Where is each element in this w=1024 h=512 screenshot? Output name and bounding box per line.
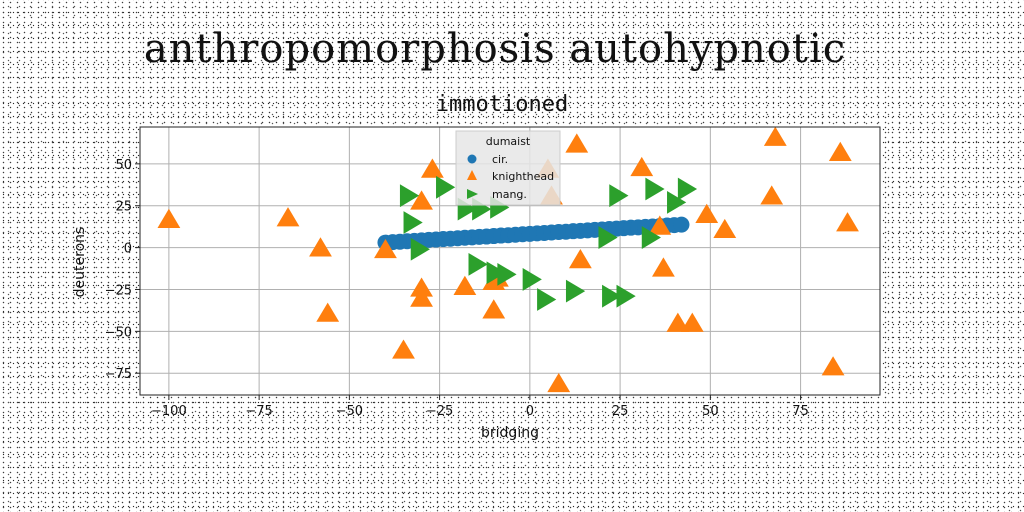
point-mang: [497, 263, 517, 286]
x-tick-label: 75: [792, 404, 809, 419]
legend-marker-mang: [467, 189, 478, 199]
legend-label-cir: cir.: [492, 153, 508, 166]
figure-title: anthropomorphosis autohypnotic: [143, 26, 847, 72]
point-knighthead: [374, 238, 397, 259]
point-knighthead: [828, 141, 852, 161]
legend: dumaist cir. knighthead mang.: [455, 130, 561, 206]
x-tick-label: 25: [612, 404, 629, 419]
point-knighthead: [648, 215, 672, 235]
point-knighthead: [763, 126, 787, 146]
point-mang: [403, 211, 423, 234]
point-knighthead: [666, 312, 690, 332]
legend-marker-cir: [467, 154, 477, 164]
x-tick-label: 50: [702, 404, 719, 419]
plot-frame: [139, 126, 881, 396]
point-knighthead: [410, 190, 433, 210]
point-knighthead: [836, 212, 859, 232]
x-tick-label: 0: [526, 404, 534, 419]
point-knighthead: [821, 356, 845, 376]
x-tick-label: −100: [151, 404, 187, 419]
x-tick-label: −75: [245, 404, 272, 419]
x-tick-label: −25: [426, 404, 453, 419]
point-mang: [616, 284, 636, 308]
point-knighthead: [453, 275, 477, 295]
point-mang: [537, 288, 557, 311]
point-mang: [468, 252, 488, 276]
point-knighthead: [568, 249, 592, 269]
legend-title: dumaist: [486, 135, 531, 148]
axis-ticks: −100 −75 −50 −25 0 25 50 75 −75 −50 −25 0 25 50: [105, 158, 809, 419]
y-tick-label: −75: [105, 367, 132, 382]
point-mang: [598, 226, 618, 249]
point-knighthead: [680, 312, 704, 332]
point-mang: [641, 226, 661, 249]
data-marks: [157, 126, 859, 393]
point-knighthead: [157, 208, 181, 228]
point-knighthead: [760, 185, 784, 205]
point-mang: [399, 184, 420, 208]
point-knighthead: [276, 207, 300, 227]
point-mang: [609, 184, 629, 208]
point-mang: [645, 177, 665, 201]
point-knighthead: [652, 257, 675, 277]
y-axis-label: deuterons: [72, 227, 88, 298]
y-tick-label: 25: [115, 200, 132, 215]
y-tick-label: −50: [105, 325, 132, 340]
x-tick-label: −50: [336, 404, 363, 419]
point-mang: [565, 279, 586, 303]
legend-marker-knighthead: [467, 170, 477, 180]
x-axis-label: bridging: [481, 425, 539, 441]
y-tick-label: 0: [124, 242, 132, 257]
point-knighthead: [316, 302, 340, 322]
point-mang: [436, 175, 456, 199]
axes-title: immotioned: [436, 92, 568, 117]
point-knighthead: [392, 339, 415, 359]
point-mang: [602, 284, 622, 308]
legend-label-knighthead: knighthead: [492, 170, 554, 183]
point-mang: [486, 261, 506, 285]
point-mang: [522, 268, 542, 291]
point-knighthead: [547, 372, 571, 393]
point-knighthead: [410, 277, 433, 297]
point-knighthead: [695, 203, 719, 223]
point-mang: [667, 190, 687, 214]
point-knighthead: [565, 133, 589, 153]
y-tick-label: 50: [115, 158, 132, 173]
point-knighthead: [410, 287, 433, 307]
legend-label-mang: mang.: [492, 188, 527, 201]
point-knighthead: [420, 158, 444, 178]
point-knighthead: [713, 218, 737, 239]
point-knighthead: [630, 156, 654, 177]
point-knighthead: [482, 299, 506, 319]
point-knighthead: [309, 237, 332, 257]
y-tick-label: −25: [105, 283, 132, 298]
point-mang: [410, 237, 430, 261]
point-cir: [673, 216, 690, 233]
point-mang: [677, 177, 698, 201]
